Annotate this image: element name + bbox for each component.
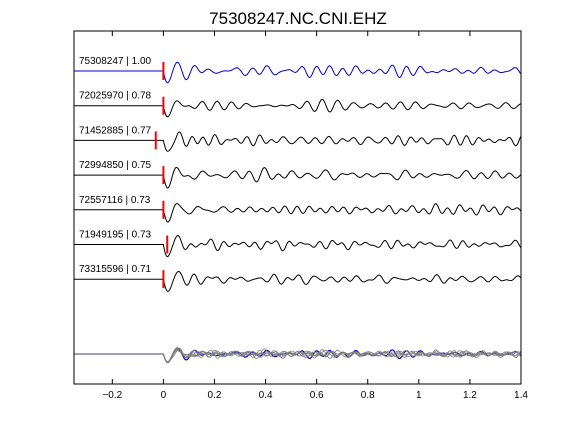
trace-line [74, 98, 522, 118]
trace-label: 71949195 | 0.73 [79, 230, 152, 241]
trace-label: 72557116 | 0.73 [79, 195, 151, 206]
trace-label: 72025970 | 0.78 [79, 91, 152, 102]
trace-line [74, 203, 522, 223]
trace-label-group: 75308247 | 1.00 72025970 | 0.78 71452885 |… [79, 56, 152, 275]
trace-label: 75308247 | 1.00 [79, 56, 152, 67]
x-tick-label: 0.4 [259, 390, 273, 401]
trace-line [74, 131, 522, 152]
trace-label: 72994850 | 0.75 [79, 160, 152, 171]
x-tick-label: 0 [161, 390, 167, 401]
x-tick-label: 0.2 [208, 390, 222, 401]
x-tick-label: 1.4 [514, 390, 528, 401]
overlay-stack-group [74, 347, 522, 364]
x-tick-label: 0.6 [310, 390, 324, 401]
stack-trace-line [74, 348, 522, 363]
x-tick-label: 1 [416, 390, 422, 401]
trace-group [74, 61, 522, 292]
x-axis: −0.2 0 0.2 0.4 0.6 0.8 1 1.2 1.4 [102, 31, 528, 401]
trace-line [74, 61, 522, 84]
axes-box [73, 30, 522, 385]
trace-label: 71452885 | 0.77 [79, 125, 152, 136]
trace-line [74, 166, 522, 189]
plot-title: 75308247.NC.CNI.EHZ [209, 9, 387, 28]
trace-label: 73315596 | 0.71 [79, 264, 152, 275]
x-tick-label: −0.2 [102, 390, 122, 401]
trace-line [74, 234, 522, 258]
pick-marker-group [154, 62, 169, 289]
trace-line [74, 270, 522, 292]
x-tick-label: 1.2 [463, 390, 477, 401]
x-tick-label: 0.8 [361, 390, 375, 401]
